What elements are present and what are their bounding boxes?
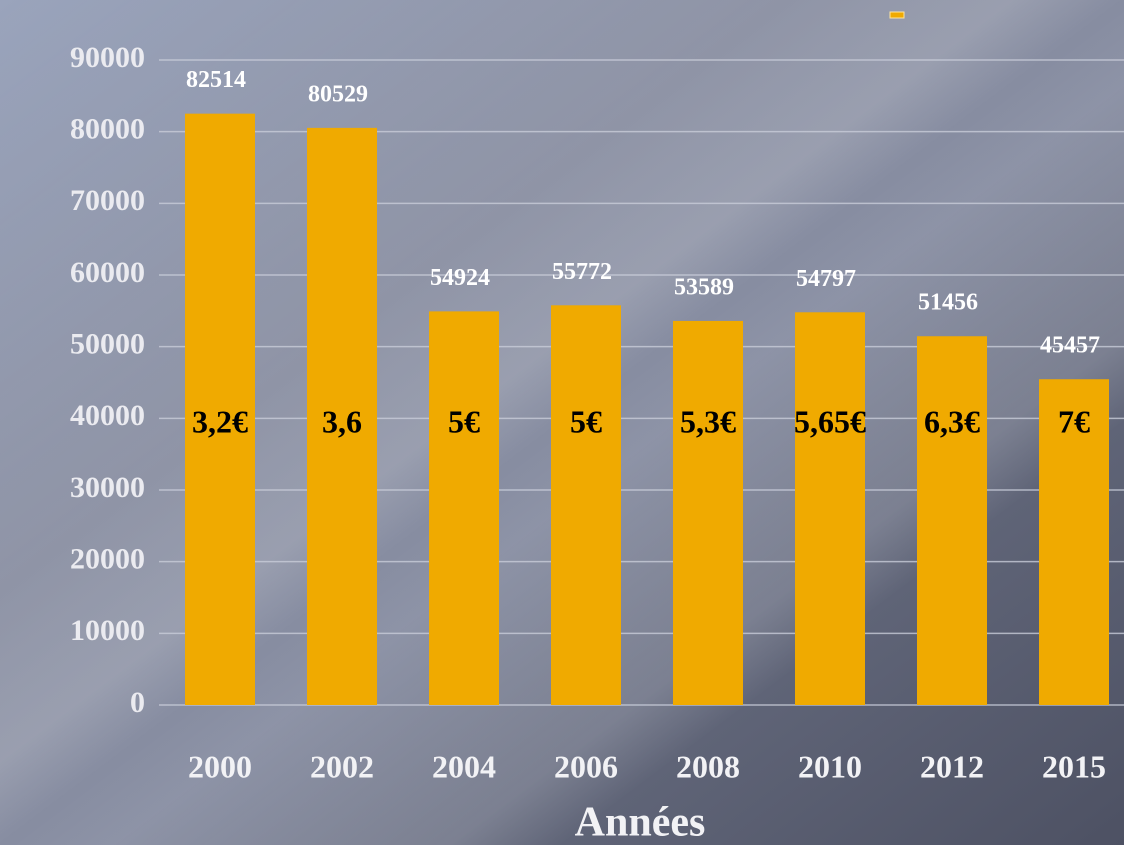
bar — [1039, 379, 1109, 705]
x-tick-label: 2000 — [188, 748, 252, 784]
x-tick-label: 2002 — [310, 748, 374, 784]
y-tick-label: 60000 — [70, 256, 145, 289]
legend-marker — [889, 11, 905, 19]
x-tick-label: 2008 — [676, 748, 740, 784]
bar — [917, 336, 987, 705]
y-tick-label: 10000 — [70, 614, 145, 647]
x-tick-label: 2004 — [432, 748, 496, 784]
bar — [551, 305, 621, 705]
y-tick-label: 80000 — [70, 113, 145, 146]
value-label: 54924 — [430, 265, 490, 291]
bar-annotation: 3,2€ — [192, 403, 248, 439]
bar-annotation: 7€ — [1058, 403, 1090, 439]
y-tick-label: 90000 — [70, 41, 145, 74]
value-label: 54797 — [796, 266, 856, 292]
y-tick-label: 40000 — [70, 399, 145, 432]
bar-annotation: 5€ — [570, 403, 602, 439]
bar-annotation: 5,65€ — [794, 403, 866, 439]
value-label: 53589 — [674, 274, 734, 300]
value-label: 80529 — [308, 81, 368, 107]
bar-annotation: 3,6 — [322, 403, 362, 439]
bar — [185, 113, 255, 706]
bar — [673, 320, 743, 705]
x-tick-label: 2010 — [798, 748, 862, 784]
bar-annotation: 6,3€ — [924, 403, 980, 439]
y-tick-label: 50000 — [70, 328, 145, 361]
y-tick-label: 30000 — [70, 471, 145, 504]
y-tick-label: 0 — [130, 686, 145, 719]
y-tick-label: 70000 — [70, 184, 145, 217]
value-label: 45457 — [1040, 333, 1100, 359]
x-tick-label: 2015 — [1042, 748, 1106, 784]
bar — [307, 127, 377, 706]
value-label: 55772 — [552, 259, 612, 285]
x-tick-label: 2012 — [920, 748, 984, 784]
value-label: 51456 — [918, 290, 978, 316]
bar — [795, 312, 865, 705]
x-tick-label: 2006 — [554, 748, 618, 784]
value-label: 82514 — [186, 67, 246, 93]
y-tick-label: 20000 — [70, 543, 145, 576]
bar-annotation: 5,3€ — [680, 403, 736, 439]
bar-annotation: 5€ — [448, 403, 480, 439]
bar — [429, 311, 499, 705]
x-axis-label: Années — [575, 800, 706, 845]
